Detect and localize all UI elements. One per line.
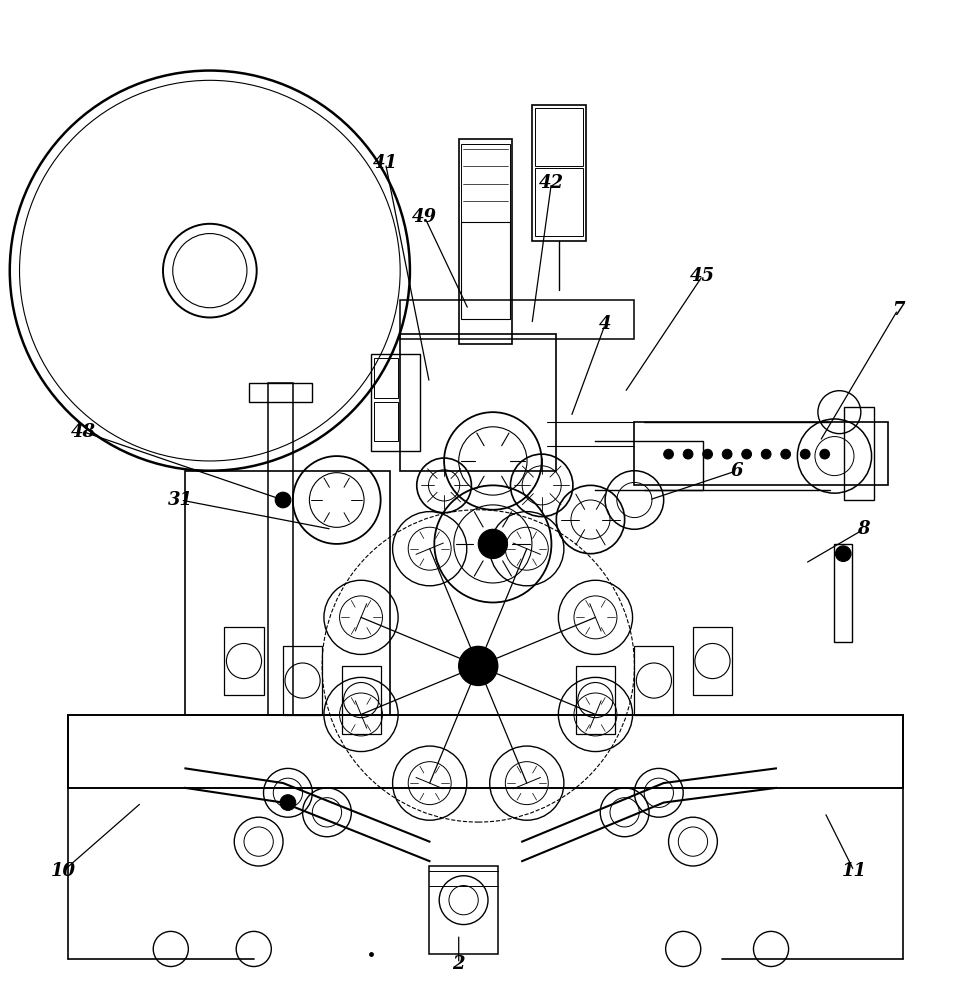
- Bar: [844, 407, 874, 500]
- Circle shape: [722, 449, 732, 459]
- Text: 48: 48: [70, 423, 96, 441]
- Bar: [461, 222, 510, 319]
- Bar: [400, 300, 634, 339]
- Bar: [693, 627, 732, 695]
- Circle shape: [275, 492, 291, 508]
- Circle shape: [683, 449, 693, 459]
- Text: 10: 10: [51, 862, 76, 880]
- Text: 45: 45: [690, 267, 715, 285]
- Bar: [576, 666, 615, 734]
- Text: 4: 4: [599, 315, 611, 333]
- Circle shape: [280, 795, 296, 810]
- Text: 31: 31: [168, 491, 193, 509]
- Bar: [185, 471, 390, 715]
- Circle shape: [800, 449, 810, 459]
- Bar: [374, 358, 398, 398]
- Bar: [634, 422, 888, 485]
- Bar: [634, 646, 673, 715]
- Bar: [342, 666, 381, 734]
- Text: 42: 42: [539, 174, 564, 192]
- Circle shape: [835, 546, 851, 561]
- Circle shape: [664, 449, 673, 459]
- Text: 41: 41: [373, 154, 398, 172]
- Bar: [268, 383, 293, 715]
- Bar: [429, 866, 498, 954]
- Circle shape: [478, 529, 508, 559]
- Bar: [224, 627, 264, 695]
- Text: 7: 7: [892, 301, 904, 319]
- Text: 8: 8: [858, 520, 870, 538]
- Bar: [249, 383, 312, 402]
- Circle shape: [703, 449, 712, 459]
- Text: 49: 49: [412, 208, 437, 226]
- Circle shape: [742, 449, 752, 459]
- Bar: [374, 402, 398, 441]
- Bar: [532, 105, 586, 241]
- Bar: [283, 646, 322, 715]
- Bar: [535, 168, 583, 236]
- Circle shape: [459, 646, 498, 685]
- Circle shape: [761, 449, 771, 459]
- Text: 11: 11: [841, 862, 867, 880]
- Bar: [834, 544, 852, 642]
- Circle shape: [781, 449, 791, 459]
- Bar: [68, 715, 903, 788]
- Bar: [400, 334, 556, 471]
- Text: 6: 6: [731, 462, 743, 480]
- Circle shape: [820, 449, 830, 459]
- Bar: [371, 354, 420, 451]
- Text: 2: 2: [453, 955, 465, 973]
- Bar: [461, 144, 510, 222]
- Bar: [535, 108, 583, 166]
- Bar: [459, 139, 512, 344]
